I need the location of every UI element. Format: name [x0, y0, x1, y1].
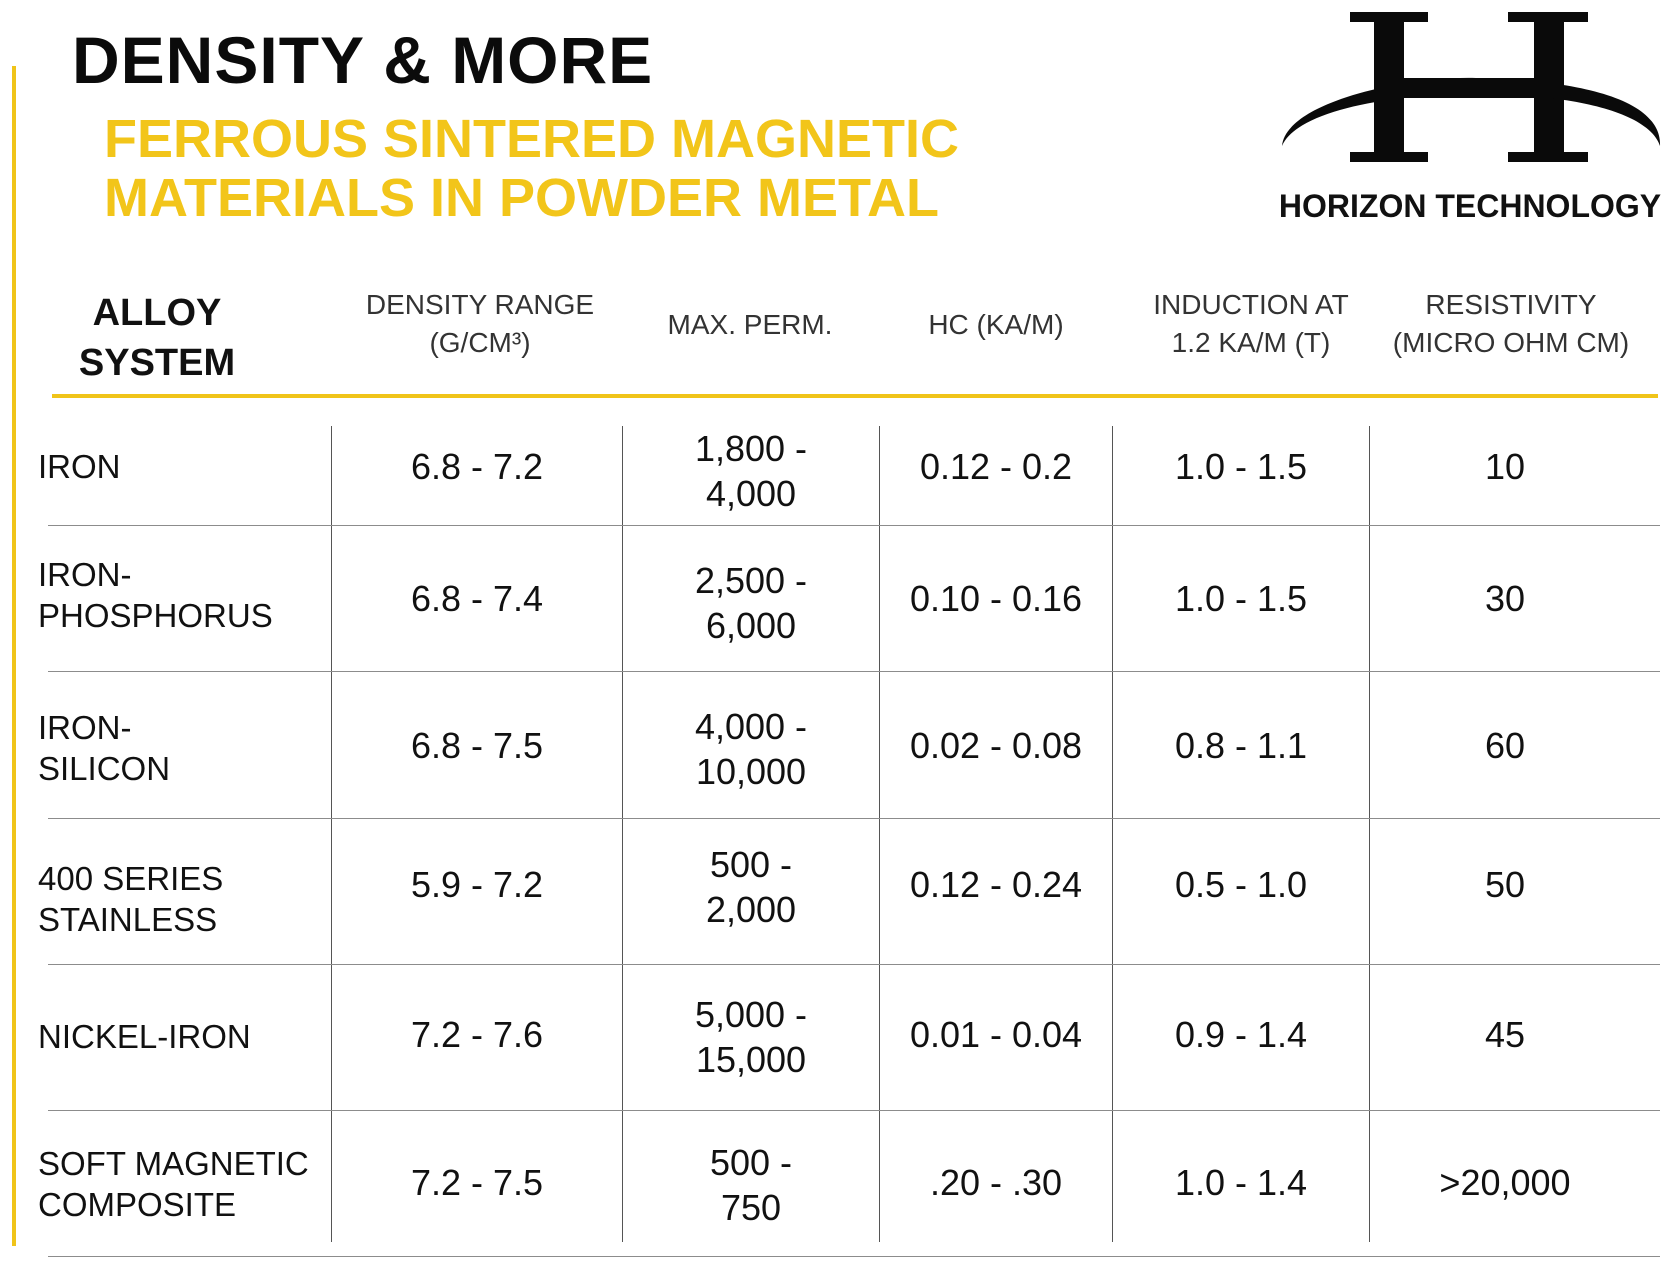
subtitle-line: FERROUS SINTERED MAGNETIC [104, 109, 960, 169]
induction-cell: 1.0 - 1.5 [1174, 446, 1308, 487]
induction-cell: 0.9 - 1.4 [1174, 1014, 1308, 1055]
perm-text: 10,000 [695, 751, 807, 792]
alloy-cell: IRON- PHOSPHORUS [38, 554, 273, 636]
perm-cell: 5,000 - 15,000 [623, 992, 879, 1082]
row-divider [48, 818, 1660, 819]
column-divider [622, 426, 623, 1242]
row-divider [48, 1110, 1660, 1111]
header-hc: HC (KA/M) [880, 306, 1112, 344]
alloy-cell: NICKEL-IRON [38, 1016, 251, 1057]
resistivity-cell: 30 [1484, 578, 1526, 619]
resistivity-cell: 60 [1484, 725, 1526, 766]
header-alloy-system: ALLOY SYSTEM [72, 288, 242, 388]
header-induction: INDUCTION AT 1.2 KA/M (T) [1112, 286, 1390, 362]
perm-cell: 2,500 - 6,000 [623, 558, 879, 648]
header-text: (G/CM³) [429, 327, 531, 358]
hc-cell: 0.02 - 0.08 [909, 725, 1083, 766]
resistivity-cell: 45 [1484, 1014, 1526, 1055]
density-cell: 5.9 - 7.2 [410, 864, 544, 905]
density-cell: 6.8 - 7.5 [410, 725, 544, 766]
alloy-cell: IRON- SILICON [38, 707, 170, 789]
header-density-range: DENSITY RANGE (G/CM³) [340, 286, 620, 362]
column-divider [1112, 426, 1113, 1242]
perm-text: 1,800 - [694, 428, 808, 469]
alloy-text: COMPOSITE [38, 1186, 237, 1223]
header-text: HC (KA/M) [928, 309, 1064, 340]
perm-text: 2,500 - [694, 560, 808, 601]
header-text: RESISTIVITY [1425, 289, 1597, 320]
hc-cell: 0.01 - 0.04 [909, 1014, 1083, 1055]
horizon-technology-logo: HORIZON TECHNOLOGY [1276, 6, 1664, 228]
induction-cell: 0.5 - 1.0 [1174, 864, 1308, 905]
hc-cell: 0.10 - 0.16 [909, 578, 1083, 619]
perm-cell: 500 - 2,000 [623, 842, 879, 932]
induction-cell: 1.0 - 1.5 [1174, 578, 1308, 619]
row-divider [48, 525, 1660, 526]
row-divider [48, 1256, 1660, 1257]
resistivity-cell: >20,000 [1439, 1162, 1571, 1203]
header-divider [52, 394, 1658, 398]
density-cell: 6.8 - 7.2 [410, 446, 544, 487]
alloy-text: IRON- [38, 709, 132, 746]
alloy-text: STAINLESS [38, 901, 218, 938]
column-divider [879, 426, 880, 1242]
page-subtitle: FERROUS SINTERED MAGNETIC MATERIALS IN P… [104, 110, 959, 228]
page-title: DENSITY & MORE [72, 23, 654, 97]
perm-text: 5,000 - [694, 994, 808, 1035]
header-text: DENSITY RANGE [365, 289, 595, 320]
alloy-text: PHOSPHORUS [38, 597, 273, 634]
alloy-text: SOFT MAGNETIC [38, 1145, 309, 1182]
density-cell: 7.2 - 7.5 [410, 1162, 544, 1203]
header-text: ALLOY [92, 292, 222, 334]
perm-text: 15,000 [695, 1039, 807, 1080]
alloy-text: IRON [38, 448, 121, 485]
resistivity-cell: 10 [1484, 446, 1526, 487]
perm-text: 750 [720, 1187, 782, 1228]
perm-cell: 500 - 750 [623, 1140, 879, 1230]
hc-cell: .20 - .30 [929, 1162, 1063, 1203]
alloy-cell: 400 SERIES STAINLESS [38, 858, 223, 940]
header-resistivity: RESISTIVITY (MICRO OHM CM) [1376, 286, 1646, 362]
alloy-text: 400 SERIES [38, 860, 224, 897]
logo-text: HORIZON TECHNOLOGY [1278, 188, 1662, 224]
column-divider [1369, 426, 1370, 1242]
perm-text: 500 - [709, 844, 793, 885]
header-text: MAX. PERM. [667, 309, 833, 340]
density-cell: 6.8 - 7.4 [410, 578, 544, 619]
header-text: 1.2 KA/M (T) [1171, 327, 1331, 358]
header-max-perm: MAX. PERM. [620, 306, 880, 344]
alloy-cell: IRON [38, 446, 121, 487]
perm-text: 500 - [709, 1142, 793, 1183]
density-cell: 7.2 - 7.6 [410, 1014, 544, 1055]
alloy-cell: SOFT MAGNETIC COMPOSITE [38, 1143, 309, 1225]
hc-cell: 0.12 - 0.24 [909, 864, 1083, 905]
row-divider [48, 671, 1660, 672]
perm-cell: 1,800 - 4,000 [623, 426, 879, 516]
subtitle-line: MATERIALS IN POWDER METAL [104, 168, 939, 228]
header-text: SYSTEM [78, 342, 236, 384]
perm-text: 4,000 - [694, 706, 808, 747]
alloy-text: SILICON [38, 750, 171, 787]
induction-cell: 0.8 - 1.1 [1174, 725, 1308, 766]
h-swoosh-logo-icon [1282, 12, 1661, 162]
hc-cell: 0.12 - 0.2 [919, 446, 1073, 487]
left-accent-rule [12, 66, 16, 1246]
perm-text: 2,000 [705, 889, 797, 930]
alloy-text: IRON- [38, 556, 132, 593]
perm-cell: 4,000 - 10,000 [623, 704, 879, 794]
alloy-text: NICKEL-IRON [38, 1018, 251, 1055]
induction-cell: 1.0 - 1.4 [1174, 1162, 1308, 1203]
resistivity-cell: 50 [1484, 864, 1526, 905]
row-divider [48, 964, 1660, 965]
perm-text: 6,000 [705, 605, 797, 646]
header-text: (MICRO OHM CM) [1392, 327, 1630, 358]
column-divider [331, 426, 332, 1242]
perm-text: 4,000 [705, 473, 797, 514]
header-text: INDUCTION AT [1153, 289, 1349, 320]
